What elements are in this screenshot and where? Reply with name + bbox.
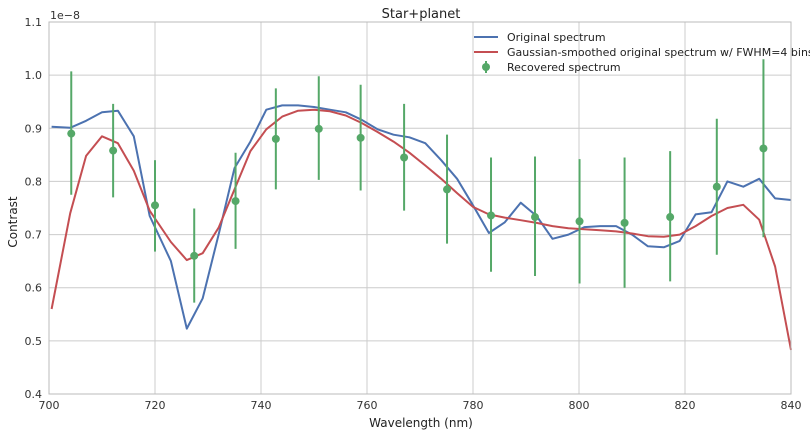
y-offset-label: 1e−8 bbox=[50, 9, 80, 22]
y-tick-label: 1.1 bbox=[25, 16, 43, 29]
recovered-point bbox=[67, 129, 76, 138]
recovered-point bbox=[443, 185, 452, 194]
recovered-point bbox=[231, 197, 240, 206]
series-lines bbox=[50, 104, 792, 351]
recovered-point bbox=[356, 133, 365, 142]
plot-frame bbox=[48, 21, 792, 395]
recovered-point bbox=[620, 218, 629, 227]
x-tick-label: 700 bbox=[39, 399, 60, 412]
recovered-point bbox=[271, 134, 280, 143]
recovered-point bbox=[190, 251, 199, 260]
recovered-point bbox=[759, 144, 768, 153]
recovered-point bbox=[666, 213, 675, 222]
y-tick-label: 0.7 bbox=[25, 229, 43, 242]
y-tick-label: 0.4 bbox=[25, 388, 43, 401]
x-tick-label: 820 bbox=[675, 399, 696, 412]
recovered-point bbox=[109, 146, 118, 155]
legend: Original spectrum Gaussian-smoothed origi… bbox=[474, 31, 810, 74]
original-spectrum-line bbox=[51, 104, 792, 330]
legend-swatch-point bbox=[482, 63, 490, 71]
legend-label: Recovered spectrum bbox=[507, 61, 621, 74]
legend-label: Original spectrum bbox=[507, 31, 606, 44]
x-tick-label: 780 bbox=[463, 399, 484, 412]
x-axis-label: Wavelength (nm) bbox=[369, 416, 473, 430]
x-tick-label: 800 bbox=[569, 399, 590, 412]
y-tick-label: 0.6 bbox=[25, 282, 43, 295]
y-axis-label: Contrast bbox=[6, 196, 20, 248]
recovered-point bbox=[400, 153, 409, 162]
recovered-point bbox=[487, 211, 496, 220]
x-tick-label: 840 bbox=[781, 399, 802, 412]
legend-label: Gaussian-smoothed original spectrum w/ F… bbox=[507, 46, 810, 59]
x-axis-ticks: 700 720 740 760 780 800 820 840 bbox=[39, 399, 802, 412]
smoothed-spectrum-line bbox=[50, 108, 792, 351]
x-tick-label: 720 bbox=[145, 399, 166, 412]
x-tick-label: 740 bbox=[251, 399, 272, 412]
grid bbox=[48, 21, 792, 395]
y-tick-label: 0.9 bbox=[25, 122, 43, 135]
y-tick-label: 0.5 bbox=[25, 335, 43, 348]
chart-title: Star+planet bbox=[382, 7, 461, 22]
recovered-point bbox=[712, 182, 721, 191]
recovered-point bbox=[151, 201, 159, 210]
y-tick-label: 1.0 bbox=[25, 69, 43, 82]
recovered-point bbox=[575, 217, 584, 226]
x-tick-label: 760 bbox=[357, 399, 378, 412]
y-tick-label: 0.8 bbox=[25, 175, 43, 188]
recovered-point bbox=[314, 124, 323, 133]
recovered-point bbox=[531, 213, 540, 222]
y-axis-ticks: 0.4 0.5 0.6 0.7 0.8 0.9 1.0 1.1 bbox=[25, 16, 43, 401]
recovered-errorbars bbox=[67, 59, 768, 303]
